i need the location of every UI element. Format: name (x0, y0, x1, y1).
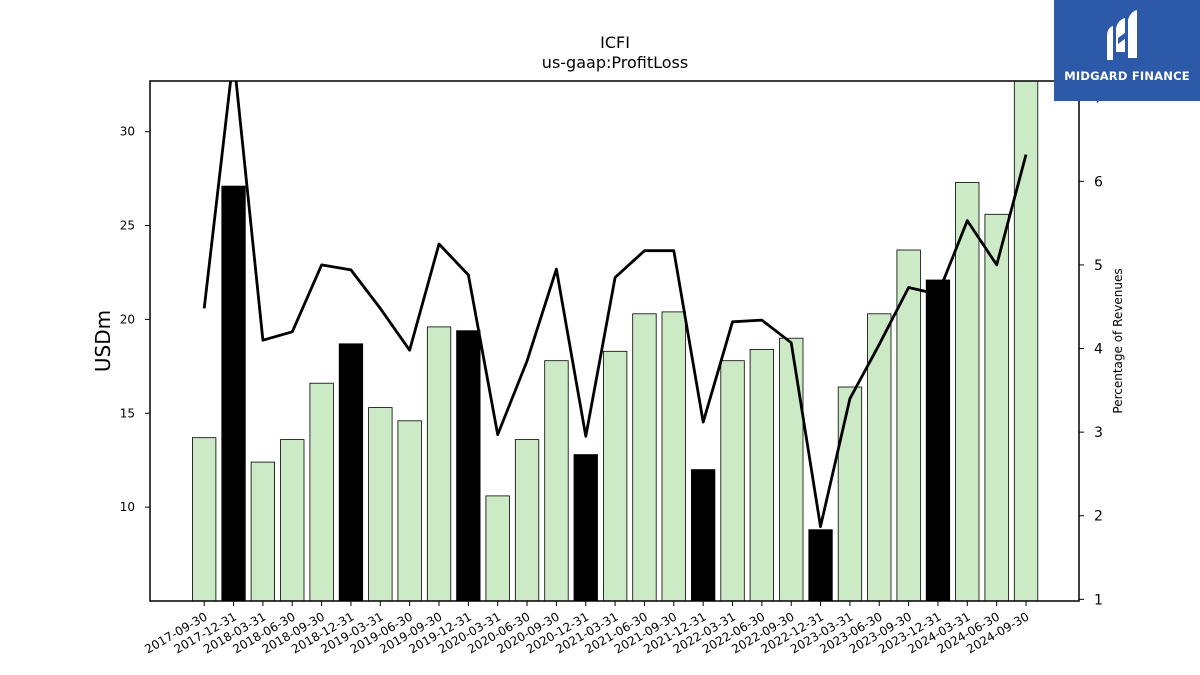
bar (984, 213, 1009, 602)
bar (309, 382, 334, 602)
bar (544, 360, 569, 602)
bar-series (191, 80, 1039, 602)
y-tick-label: 15 (120, 406, 135, 420)
y2-tick-label: 1 (1094, 592, 1103, 608)
bar (514, 439, 540, 602)
bar (456, 330, 481, 602)
logo-text: MIDGARD FINANCE (1064, 69, 1190, 83)
y-tick-label: 20 (120, 312, 135, 326)
bar (955, 181, 980, 602)
y2-tick-label: 2 (1094, 509, 1103, 525)
bar (250, 461, 276, 602)
plot-frame (149, 80, 1080, 602)
bar (837, 386, 863, 602)
bar (749, 348, 774, 602)
bar (691, 469, 716, 602)
x-axis: 2017-09-302017-12-312018-03-312018-06-30… (142, 601, 1032, 656)
bar (603, 350, 628, 602)
y2-tick-label: 6 (1094, 174, 1103, 190)
y2-axis-label: Percentage of Revenues (1111, 268, 1125, 413)
bar (191, 437, 217, 602)
bar (720, 360, 745, 602)
chart-subtitle: us-gaap:ProfitLoss (542, 53, 688, 72)
y-axis-label: USDm (91, 310, 115, 372)
y-tick-label: 10 (120, 500, 135, 514)
line-series (202, 81, 1028, 528)
line-path (202, 81, 1028, 528)
bar (661, 311, 686, 602)
brand-logo: MIDGARD FINANCE (1054, 0, 1200, 101)
bar (426, 326, 452, 602)
bar (632, 313, 657, 602)
y-axis-right: 1234567 (1079, 91, 1103, 608)
y2-tick-label: 5 (1094, 258, 1103, 274)
bar (925, 279, 951, 602)
bar (573, 454, 598, 602)
bar (368, 407, 393, 602)
bar (779, 337, 804, 602)
bar (280, 439, 305, 602)
bar (397, 420, 422, 602)
y2-tick-label: 4 (1094, 342, 1103, 358)
y-axis-left: 10 15 20 25 30 (120, 125, 150, 514)
bar (221, 185, 246, 602)
logo-mark-icon (1107, 10, 1137, 60)
y2-tick-label: 3 (1094, 425, 1103, 441)
bar (485, 495, 510, 602)
bar (808, 529, 833, 602)
bar (338, 343, 364, 602)
y-tick-label: 30 (120, 125, 135, 139)
y-tick-label: 25 (120, 219, 135, 233)
chart-title: ICFI (600, 33, 630, 52)
